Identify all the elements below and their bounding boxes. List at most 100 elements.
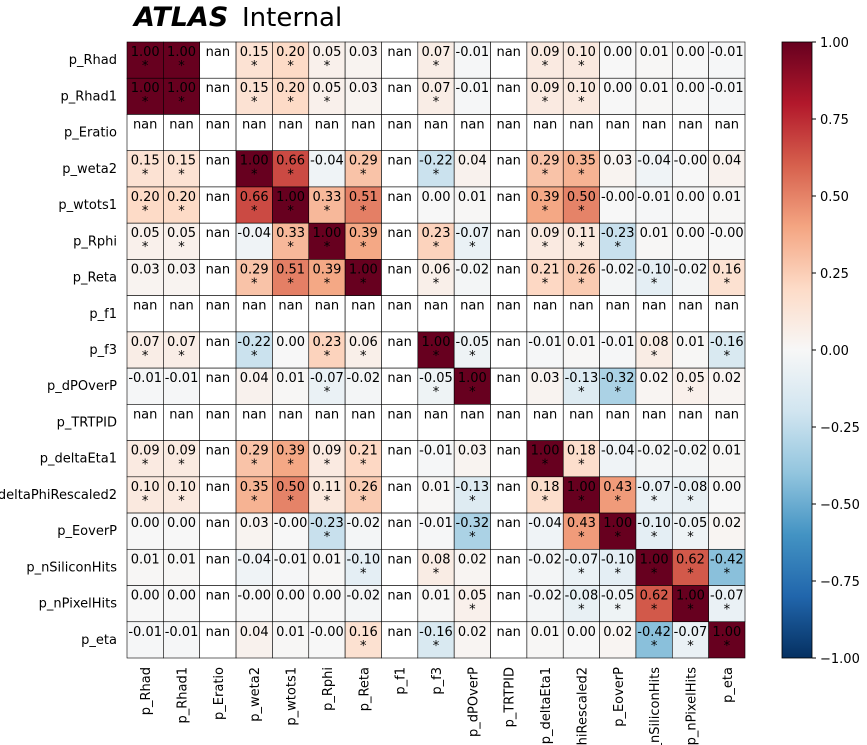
cell-label: -0.42 <box>637 625 671 640</box>
cell-label: 0.05 <box>131 226 160 241</box>
cell-label: 0.01 <box>567 335 596 350</box>
cell-label: 0.00 <box>167 589 196 604</box>
cell <box>490 404 528 441</box>
cell <box>199 222 237 260</box>
cell-label: -0.01 <box>637 190 671 205</box>
cell <box>671 41 709 79</box>
cell <box>272 150 310 188</box>
cell <box>526 331 564 369</box>
cell <box>381 548 419 586</box>
cell-label: -0.01 <box>419 444 453 459</box>
cell <box>308 41 346 79</box>
cell-label: -0.07 <box>674 625 708 640</box>
cell <box>599 512 637 550</box>
colorbar <box>781 41 813 659</box>
cell-label: 0.04 <box>240 625 269 640</box>
cell <box>381 150 419 188</box>
cell <box>344 404 382 441</box>
cell-label: 0.01 <box>422 589 451 604</box>
cell <box>708 512 746 550</box>
significance-star: * <box>687 566 694 581</box>
y-tick-label: p_Eratio <box>64 126 117 141</box>
significance-star: * <box>433 566 440 581</box>
cell-label: 0.23 <box>422 226 451 241</box>
cell-label: nan <box>169 299 193 314</box>
cell <box>490 295 528 333</box>
cell-label: nan <box>206 552 230 567</box>
significance-star: * <box>651 639 658 654</box>
cell-label: 0.16 <box>349 625 378 640</box>
cell-label: nan <box>715 299 739 314</box>
cell-label: 0.51 <box>349 190 378 205</box>
significance-star: * <box>578 59 585 74</box>
cell-label: 0.03 <box>603 154 632 169</box>
cell-label: nan <box>206 154 230 169</box>
cell-label: 0.01 <box>422 480 451 495</box>
cell <box>526 77 564 115</box>
cell <box>308 621 346 659</box>
y-tick-label: p_nSiliconHits <box>26 560 117 575</box>
cell <box>417 331 455 369</box>
cell-label: nan <box>496 480 520 495</box>
colorbar-tick-label: −1.00 <box>820 652 860 667</box>
cell-label: nan <box>460 117 484 132</box>
significance-star: * <box>615 494 622 509</box>
colorbar-tick-label: 1.00 <box>820 36 849 51</box>
cell-label: 0.18 <box>567 444 596 459</box>
significance-star: * <box>142 59 149 74</box>
significance-star: * <box>469 349 476 364</box>
cell <box>708 404 746 441</box>
cell <box>417 548 455 586</box>
cell <box>163 222 201 260</box>
cell-label: 0.03 <box>167 262 196 277</box>
cell-label: nan <box>387 117 411 132</box>
cell-label: nan <box>496 407 520 422</box>
cell <box>308 404 346 441</box>
cell <box>308 512 346 550</box>
cell <box>272 585 310 623</box>
cell-label: 0.39 <box>349 226 378 241</box>
cell-label: 0.01 <box>640 45 669 60</box>
cell <box>562 222 600 260</box>
cell-label: nan <box>606 407 630 422</box>
significance-star: * <box>542 276 549 291</box>
cell-label: -0.01 <box>601 335 635 350</box>
cell-label: -0.01 <box>165 371 199 386</box>
cell <box>526 41 564 79</box>
cell <box>163 114 201 152</box>
significance-star: * <box>542 95 549 110</box>
significance-star: * <box>687 603 694 618</box>
cell <box>381 367 419 405</box>
cell-label: nan <box>206 625 230 640</box>
cell-label: -0.10 <box>346 552 380 567</box>
cell-label: nan <box>206 589 230 604</box>
significance-star: * <box>578 530 585 545</box>
cell-label: nan <box>496 371 520 386</box>
cell <box>671 150 709 188</box>
cell <box>453 331 491 369</box>
cell <box>599 548 637 586</box>
cell <box>199 259 237 296</box>
cell <box>708 295 746 333</box>
cell-label: 0.50 <box>276 480 305 495</box>
cell <box>490 548 528 586</box>
significance-star: * <box>178 240 185 255</box>
cell-label: 0.01 <box>131 552 160 567</box>
cell <box>199 476 237 514</box>
cell <box>599 367 637 405</box>
significance-star: * <box>251 349 258 364</box>
cell <box>671 114 709 152</box>
cell <box>163 404 201 441</box>
cell <box>163 295 201 333</box>
significance-star: * <box>542 458 549 473</box>
significance-star: * <box>142 494 149 509</box>
significance-star: * <box>615 566 622 581</box>
cell <box>599 222 637 260</box>
cell <box>453 295 491 333</box>
cell-label: nan <box>387 625 411 640</box>
cell <box>417 621 455 659</box>
cell-label: 0.04 <box>240 371 269 386</box>
x-tick-label: p_Rhad1 <box>176 667 191 724</box>
significance-star: * <box>324 95 331 110</box>
atlas-label: ATLAS <box>132 2 228 33</box>
